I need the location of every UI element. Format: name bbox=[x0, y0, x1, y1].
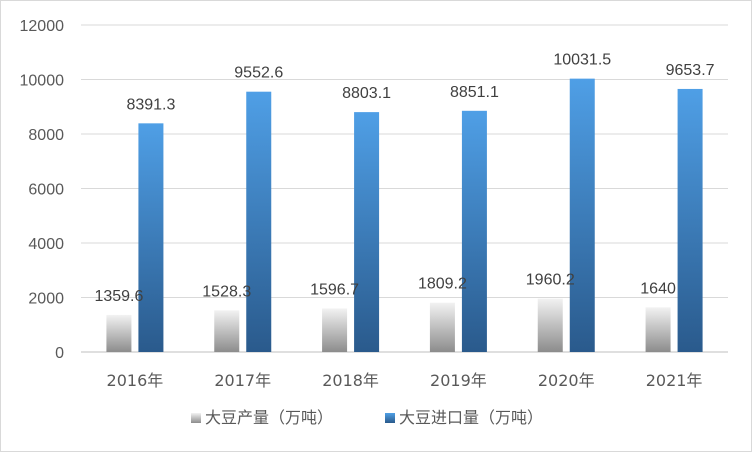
gridlines bbox=[81, 24, 728, 353]
legend-swatch bbox=[191, 413, 201, 423]
legend-label: 大豆产量（万吨） bbox=[205, 408, 333, 427]
bar-import bbox=[677, 88, 703, 352]
x-tick-label: 2021年 bbox=[646, 371, 703, 390]
data-label: 8391.3 bbox=[126, 96, 175, 113]
data-label: 1359.6 bbox=[94, 288, 143, 305]
y-tick-label: 4000 bbox=[28, 236, 64, 253]
y-axis: 0 2000 4000 6000 8000 10000 12000 bbox=[20, 18, 65, 362]
bar-production bbox=[106, 314, 132, 352]
bar-import bbox=[569, 78, 595, 352]
data-label: 1640 bbox=[640, 280, 676, 297]
data-label: 10031.5 bbox=[553, 52, 611, 69]
x-tick-label: 2020年 bbox=[538, 371, 595, 390]
x-tick-label: 2019年 bbox=[430, 371, 487, 390]
y-tick-label: 12000 bbox=[20, 18, 65, 35]
bar-import bbox=[138, 123, 164, 353]
data-label: 1809.2 bbox=[418, 276, 467, 293]
legend: 大豆产量（万吨） 大豆进口量（万吨） bbox=[191, 408, 543, 427]
x-tick-label: 2017年 bbox=[214, 371, 271, 390]
bar-production bbox=[322, 308, 348, 352]
data-label: 9552.6 bbox=[234, 65, 283, 82]
bar-import bbox=[461, 110, 487, 352]
bar-import bbox=[354, 112, 380, 352]
x-tick-label: 2018年 bbox=[322, 371, 379, 390]
y-tick-label: 10000 bbox=[20, 73, 65, 90]
y-tick-label: 0 bbox=[55, 345, 64, 362]
data-labels: 1359.6 8391.3 1528.3 9552.6 1596.7 8803.1 1809… bbox=[94, 52, 714, 305]
data-label: 1960.2 bbox=[526, 272, 575, 289]
data-label: 8803.1 bbox=[342, 85, 391, 102]
x-axis: 2016年 2017年 2018年 2019年 2020年 2021年 bbox=[107, 371, 703, 390]
legend-swatch bbox=[385, 413, 395, 423]
bar-production bbox=[537, 298, 563, 352]
x-tick-label: 2016年 bbox=[107, 371, 164, 390]
y-tick-label: 2000 bbox=[28, 291, 64, 308]
data-label: 1528.3 bbox=[202, 283, 251, 300]
bar-production bbox=[645, 307, 671, 352]
bar-production bbox=[214, 310, 240, 352]
data-label: 9653.7 bbox=[666, 62, 715, 79]
y-tick-label: 8000 bbox=[28, 127, 64, 144]
bar-production bbox=[429, 302, 455, 352]
bar-import bbox=[246, 91, 272, 352]
y-tick-label: 6000 bbox=[28, 182, 64, 199]
bars bbox=[106, 78, 703, 353]
data-label: 1596.7 bbox=[310, 281, 359, 298]
legend-label: 大豆进口量（万吨） bbox=[399, 408, 543, 427]
data-label: 8851.1 bbox=[450, 84, 499, 101]
